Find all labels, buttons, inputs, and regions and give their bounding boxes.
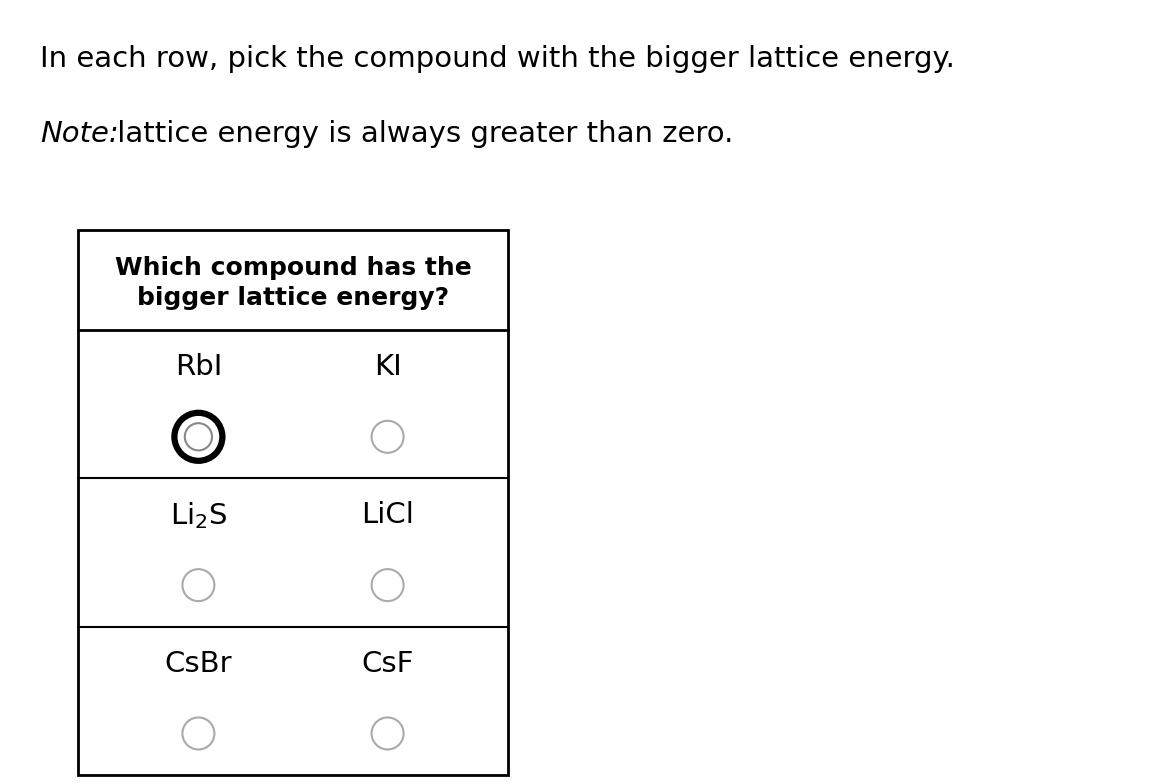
Text: KI: KI (374, 353, 401, 381)
Text: Note:: Note: (40, 120, 119, 148)
Text: Which compound has the: Which compound has the (115, 256, 471, 280)
Text: bigger lattice energy?: bigger lattice energy? (137, 286, 449, 310)
Text: CsBr: CsBr (165, 650, 233, 677)
Text: Li$_2$S: Li$_2$S (170, 500, 227, 531)
Text: In each row, pick the compound with the bigger lattice energy.: In each row, pick the compound with the … (40, 45, 955, 73)
Text: CsF: CsF (361, 650, 414, 677)
Text: LiCl: LiCl (361, 502, 414, 529)
Circle shape (174, 413, 222, 461)
Text: lattice energy is always greater than zero.: lattice energy is always greater than ze… (108, 120, 733, 148)
Text: RbI: RbI (174, 353, 222, 381)
Bar (78, 230, 509, 775)
